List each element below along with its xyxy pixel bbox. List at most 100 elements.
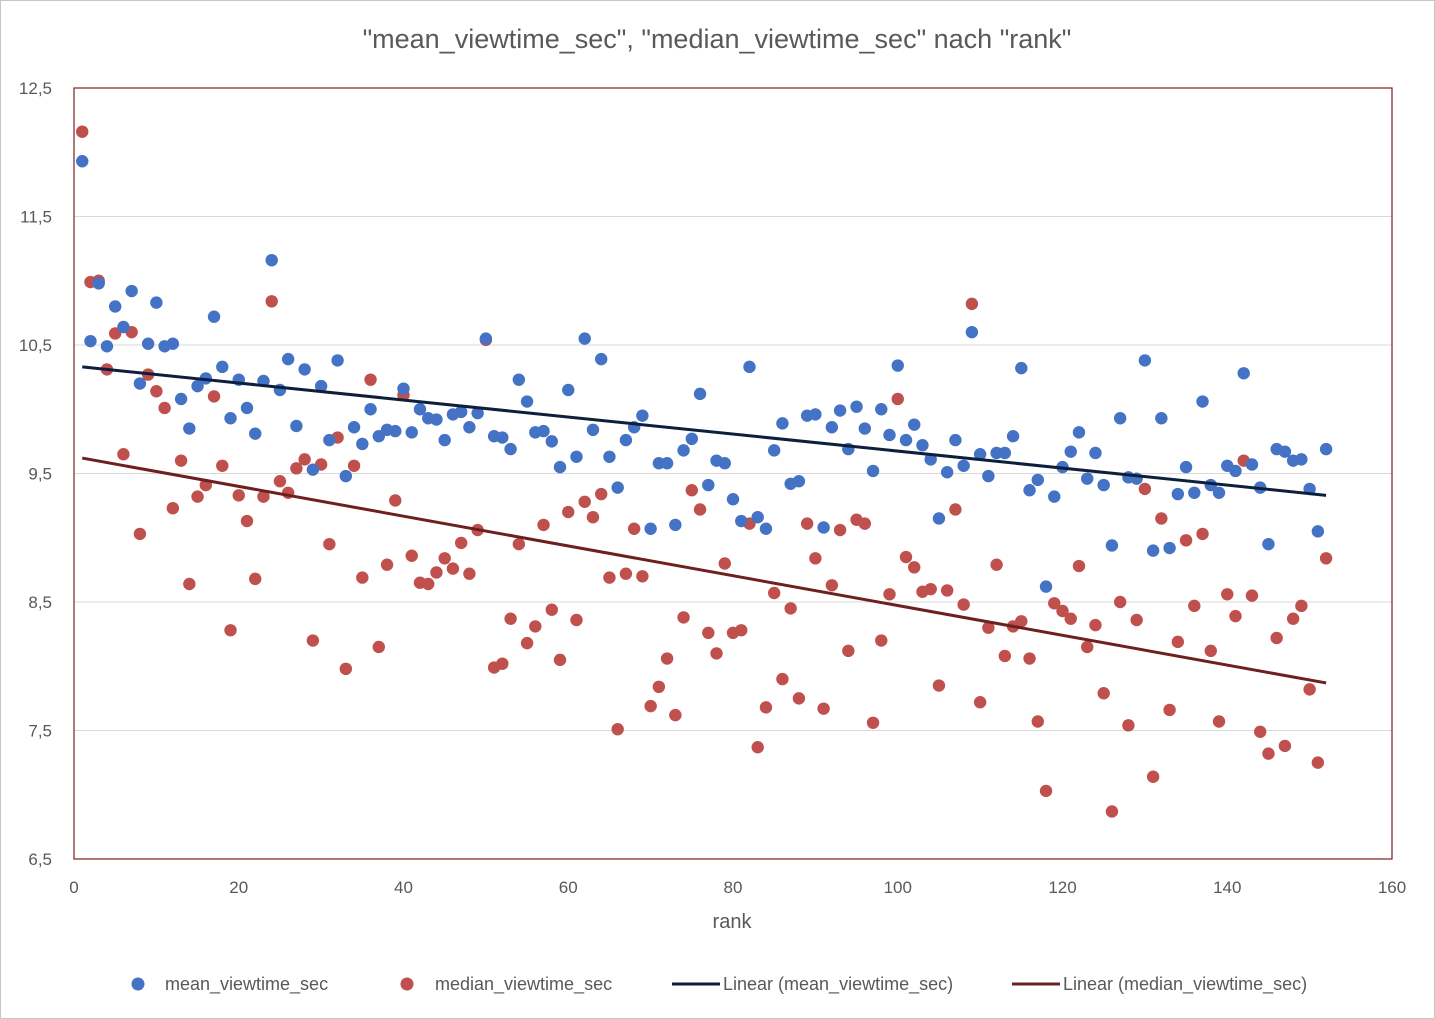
median-point bbox=[965, 297, 979, 311]
y-tick-label: 7,5 bbox=[28, 722, 52, 741]
median-point bbox=[1171, 635, 1185, 649]
mean-point bbox=[314, 379, 328, 393]
mean-point bbox=[1295, 453, 1308, 466]
median-point bbox=[1212, 715, 1226, 728]
x-tick-label: 100 bbox=[884, 878, 912, 897]
median-point bbox=[1105, 805, 1119, 818]
median-point bbox=[767, 586, 781, 600]
mean-point bbox=[611, 481, 624, 494]
median-point bbox=[446, 562, 460, 575]
median-point bbox=[751, 741, 764, 754]
mean-point bbox=[1245, 458, 1259, 471]
median-point bbox=[1146, 770, 1160, 783]
mean-point bbox=[76, 155, 89, 168]
mean-point bbox=[141, 337, 155, 350]
mean-point bbox=[1015, 361, 1028, 375]
median-series-points bbox=[76, 125, 1333, 818]
mean-point bbox=[339, 469, 353, 483]
median-point bbox=[800, 517, 814, 530]
median-trendline bbox=[81, 456, 1327, 685]
median-point bbox=[908, 561, 921, 574]
mean-point bbox=[92, 277, 105, 290]
mean-point bbox=[767, 444, 781, 457]
mean-point bbox=[512, 373, 526, 386]
median-point bbox=[627, 522, 641, 535]
median-point bbox=[652, 680, 666, 694]
median-point bbox=[735, 624, 748, 637]
legend-median-marker bbox=[400, 977, 414, 991]
median-point bbox=[347, 459, 361, 472]
mean-point bbox=[570, 450, 583, 463]
mean-point bbox=[751, 510, 764, 524]
mean-point bbox=[520, 395, 534, 408]
trendlines bbox=[81, 365, 1327, 685]
median-point bbox=[430, 566, 443, 579]
median-point bbox=[603, 571, 616, 584]
median-point bbox=[504, 612, 517, 625]
median-point bbox=[562, 505, 575, 519]
median-point bbox=[1122, 719, 1135, 732]
legend: mean_viewtime_sec median_viewtime_sec Li… bbox=[131, 974, 1307, 995]
median-point bbox=[685, 484, 699, 497]
mean-point bbox=[957, 459, 970, 472]
median-point bbox=[1031, 715, 1044, 728]
median-point bbox=[520, 636, 534, 650]
mean-point bbox=[603, 450, 616, 463]
mean-point bbox=[949, 433, 962, 447]
mean-point bbox=[693, 387, 707, 401]
median-point bbox=[949, 503, 962, 516]
median-point bbox=[380, 558, 394, 571]
mean-point bbox=[669, 518, 682, 532]
mean-point bbox=[281, 352, 295, 366]
median-point bbox=[545, 603, 558, 616]
mean-point bbox=[1237, 367, 1250, 380]
mean-point bbox=[100, 340, 114, 353]
mean-point bbox=[899, 433, 913, 447]
mean-point bbox=[973, 448, 987, 461]
mean-point bbox=[438, 433, 451, 447]
mean-point bbox=[1229, 464, 1242, 478]
mean-point bbox=[1146, 544, 1160, 557]
x-tick-label: 40 bbox=[394, 878, 413, 897]
median-point bbox=[224, 624, 237, 637]
median-point bbox=[957, 598, 970, 611]
mean-point bbox=[677, 444, 690, 457]
chart-title: "mean_viewtime_sec", "median_viewtime_se… bbox=[363, 24, 1072, 54]
median-point bbox=[529, 620, 542, 633]
median-point bbox=[298, 453, 311, 466]
median-point bbox=[1015, 615, 1028, 628]
mean-point bbox=[619, 433, 633, 447]
mean-point bbox=[463, 421, 476, 434]
mean-point bbox=[1188, 486, 1201, 499]
median-point bbox=[166, 501, 180, 515]
median-point bbox=[496, 657, 509, 670]
mean-point bbox=[792, 475, 806, 488]
mean-point bbox=[866, 464, 880, 478]
mean-point bbox=[553, 460, 567, 474]
median-point bbox=[792, 692, 806, 705]
median-point bbox=[644, 699, 657, 713]
mean-trendline bbox=[82, 365, 1327, 497]
mean-point bbox=[685, 432, 699, 446]
median-point bbox=[1188, 599, 1201, 613]
mean-point bbox=[1262, 537, 1275, 551]
y-tick-label: 9,5 bbox=[28, 465, 52, 484]
median-point bbox=[183, 577, 196, 591]
median-point bbox=[463, 567, 476, 580]
mean-point bbox=[1031, 473, 1044, 487]
y-tick-label: 12,5 bbox=[19, 79, 52, 98]
median-point bbox=[1072, 559, 1086, 573]
legend-mean-label: mean_viewtime_sec bbox=[165, 974, 328, 995]
mean-point bbox=[743, 360, 756, 374]
mean-point bbox=[150, 296, 163, 309]
median-point bbox=[1204, 644, 1217, 658]
median-point bbox=[290, 462, 303, 475]
mean-point bbox=[331, 354, 344, 367]
mean-point bbox=[216, 360, 229, 374]
mean-point bbox=[174, 392, 188, 406]
mean-point bbox=[364, 403, 377, 416]
median-point bbox=[759, 701, 773, 714]
median-point bbox=[858, 517, 871, 530]
median-point bbox=[1163, 703, 1176, 717]
mean-point bbox=[1155, 412, 1168, 425]
